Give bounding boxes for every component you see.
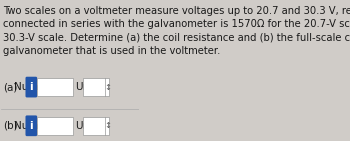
FancyBboxPatch shape xyxy=(83,117,110,135)
FancyBboxPatch shape xyxy=(36,78,73,96)
Text: Units: Units xyxy=(75,82,102,92)
Text: i: i xyxy=(29,82,33,92)
Text: Two scales on a voltmeter measure voltages up to 20.7 and 30.3 V, respectively. : Two scales on a voltmeter measure voltag… xyxy=(3,5,350,56)
FancyBboxPatch shape xyxy=(26,77,37,97)
Text: (a): (a) xyxy=(3,82,18,92)
Text: Number: Number xyxy=(14,121,56,131)
FancyBboxPatch shape xyxy=(36,117,73,135)
FancyBboxPatch shape xyxy=(26,115,37,136)
Text: i: i xyxy=(29,121,33,131)
FancyBboxPatch shape xyxy=(83,78,110,96)
Text: ↕: ↕ xyxy=(104,83,111,92)
Text: (b): (b) xyxy=(3,121,18,131)
Text: ↕: ↕ xyxy=(104,121,111,130)
Text: Number: Number xyxy=(14,82,56,92)
Text: Units: Units xyxy=(75,121,102,131)
